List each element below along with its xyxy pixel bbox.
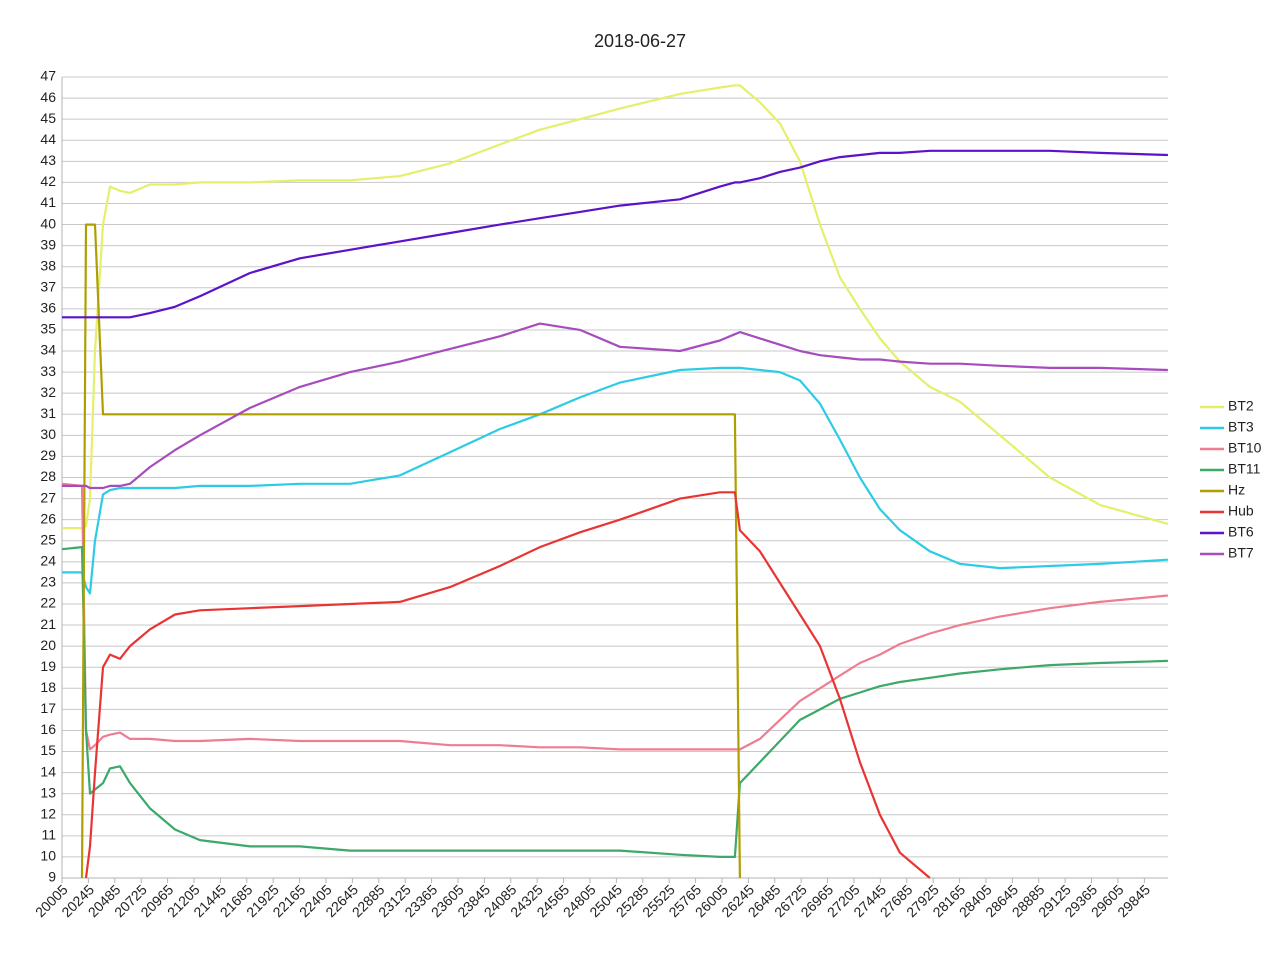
- y-tick-label: 35: [40, 321, 56, 337]
- y-tick-label: 15: [40, 742, 56, 758]
- y-tick-label: 26: [40, 510, 56, 526]
- y-tick-label: 42: [40, 173, 56, 189]
- y-tick-label: 38: [40, 257, 56, 273]
- legend-label: BT10: [1228, 440, 1262, 456]
- series-line: [62, 322, 1168, 490]
- y-tick-label: 40: [40, 215, 56, 231]
- y-tick-label: 47: [40, 68, 56, 84]
- series-line: [61, 546, 1168, 858]
- y-tick-label: 10: [40, 848, 56, 864]
- y-tick-label: 18: [40, 679, 56, 695]
- y-tick-label: 24: [40, 553, 56, 569]
- y-tick-label: 36: [40, 300, 56, 316]
- y-tick-label: 27: [40, 489, 56, 505]
- series-line: [62, 366, 1168, 595]
- y-tick-label: 16: [40, 721, 56, 737]
- y-tick-label: 43: [40, 152, 56, 168]
- y-tick-label: 30: [40, 426, 56, 442]
- y-tick-label: 31: [40, 405, 56, 421]
- y-tick-label: 33: [40, 363, 56, 379]
- series-line: [84, 491, 931, 879]
- y-tick-label: 29: [40, 447, 56, 463]
- y-tick-label: 39: [40, 236, 56, 252]
- y-tick-label: 19: [40, 658, 56, 674]
- y-tick-label: 25: [40, 531, 56, 547]
- legend-label: BT11: [1228, 461, 1261, 477]
- series-line: [62, 149, 1168, 319]
- legend-label: Hz: [1228, 482, 1245, 498]
- series-line: [80, 223, 741, 879]
- legend-label: BT6: [1228, 524, 1254, 540]
- y-tick-label: 44: [40, 131, 56, 147]
- y-tick-label: 32: [40, 384, 56, 400]
- legend-label: BT3: [1228, 419, 1254, 435]
- y-tick-label: 34: [40, 342, 56, 358]
- y-tick-label: 9: [48, 869, 56, 885]
- legend-label: BT7: [1228, 545, 1254, 561]
- chart-title: 2018-06-27: [594, 31, 686, 51]
- y-tick-label: 13: [40, 784, 56, 800]
- y-tick-label: 11: [41, 827, 56, 843]
- y-tick-label: 46: [40, 89, 56, 105]
- y-tick-label: 22: [40, 595, 56, 611]
- y-tick-label: 20: [40, 637, 56, 653]
- series-line: [62, 84, 1169, 530]
- y-tick-label: 41: [40, 194, 56, 210]
- y-tick-label: 23: [40, 574, 56, 590]
- series-line: [61, 482, 1169, 751]
- y-tick-label: 21: [40, 616, 56, 632]
- y-tick-label: 17: [40, 700, 56, 716]
- y-tick-label: 12: [40, 805, 56, 821]
- legend-label: Hub: [1228, 503, 1254, 519]
- y-tick-label: 37: [40, 278, 56, 294]
- y-tick-label: 14: [40, 763, 56, 779]
- y-tick-label: 28: [40, 468, 56, 484]
- legend-label: BT2: [1228, 398, 1254, 414]
- y-tick-label: 45: [40, 110, 56, 126]
